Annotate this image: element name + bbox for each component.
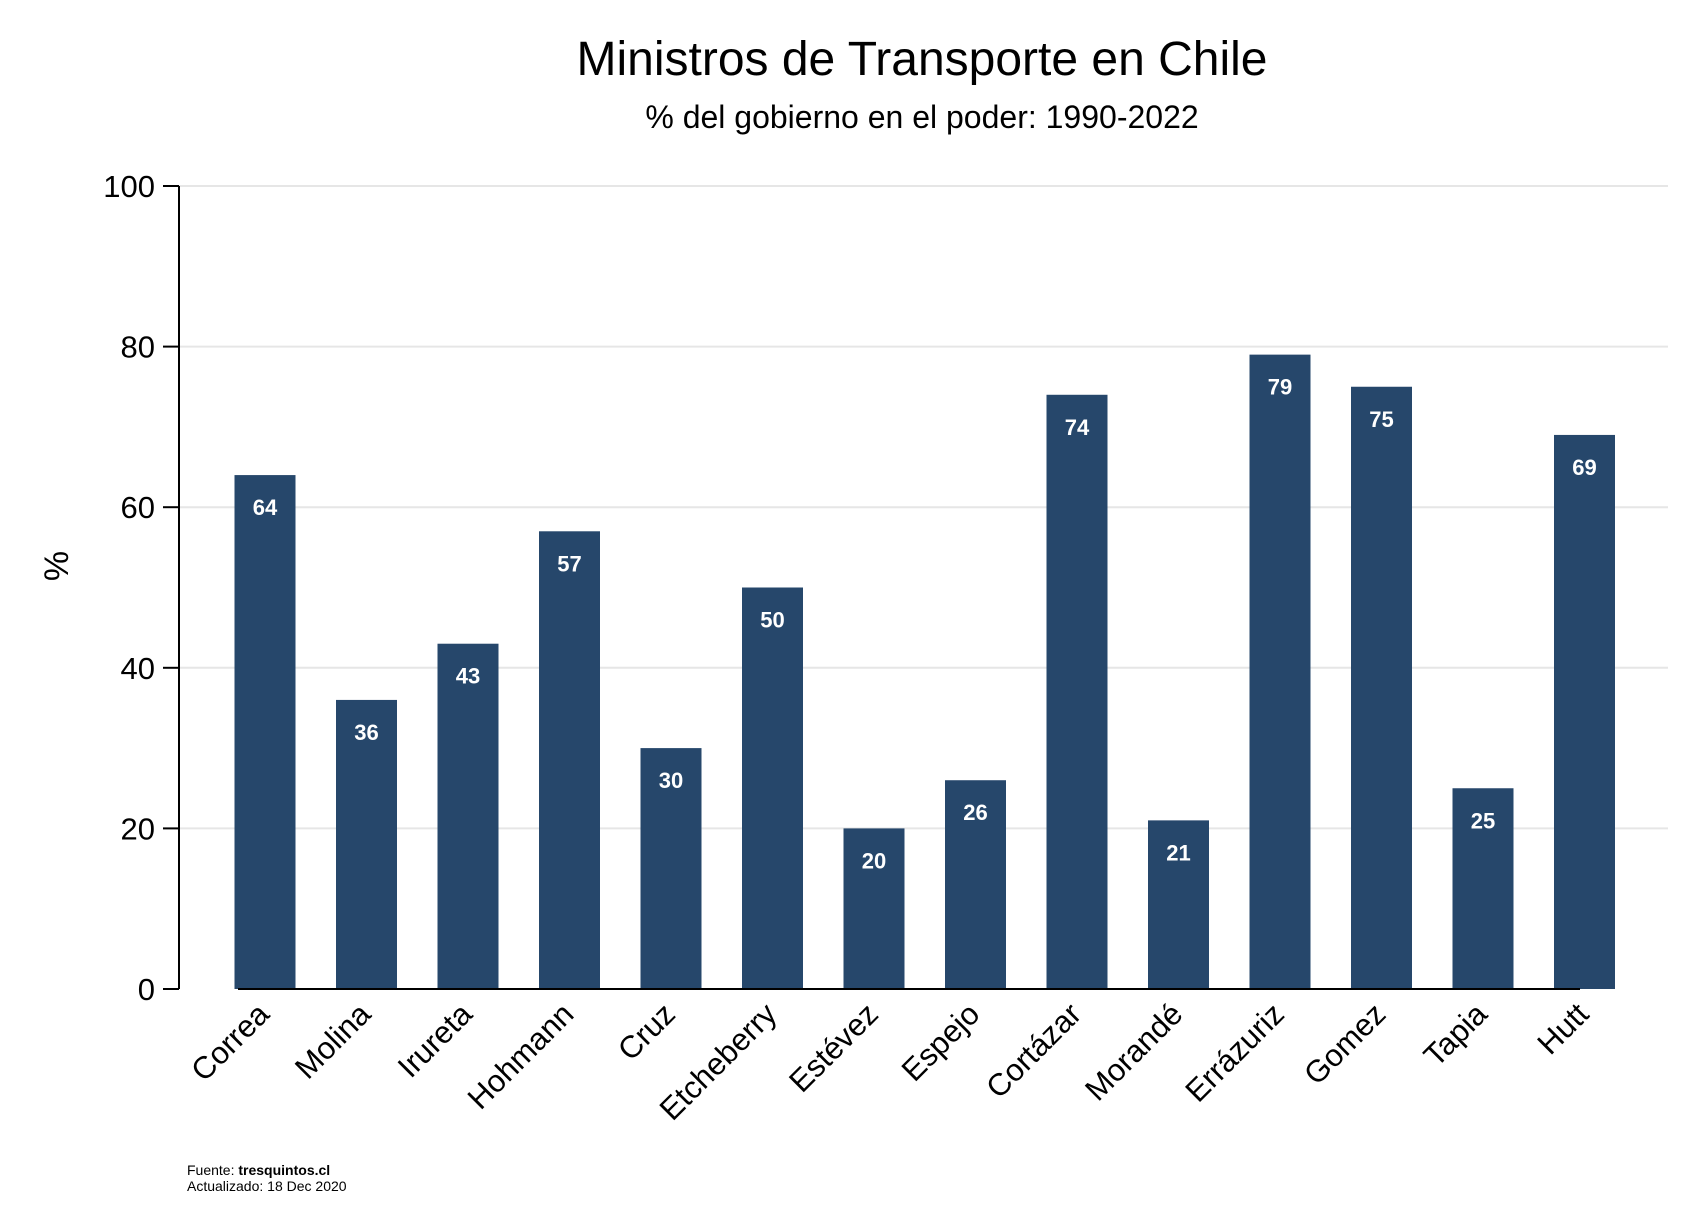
x-tick-label: Hutt [1530, 996, 1595, 1061]
data-label: 20 [862, 848, 886, 873]
x-tick-label: Gomez [1297, 996, 1392, 1091]
bar [1554, 434, 1615, 989]
bar [234, 475, 296, 990]
bar [539, 531, 600, 989]
data-labels: 64 36 43 57 30 50 20 26 74 21 79 75 25 69 [253, 375, 1597, 874]
data-label: 43 [456, 664, 480, 689]
bar [1148, 820, 1209, 989]
x-tick-label: Cortázar [979, 996, 1088, 1105]
bar [336, 699, 397, 989]
y-tick-label: 100 [103, 169, 155, 204]
x-tick-label: Morandé [1078, 996, 1189, 1107]
bar [1249, 354, 1311, 989]
updated-note: Actualizado: 18 Dec 2020 [187, 1178, 347, 1194]
data-label: 75 [1369, 407, 1393, 432]
y-tick-label: 80 [121, 330, 155, 365]
x-tick-label: Cruz [611, 996, 682, 1067]
bar [640, 748, 702, 989]
x-tick-label: Errázuriz [1179, 996, 1291, 1108]
bar [742, 587, 803, 989]
data-label: 25 [1471, 808, 1495, 833]
x-tick-label: Irureta [391, 996, 480, 1085]
bar [945, 780, 1006, 989]
source-note: Fuente: tresquintos.cl [187, 1163, 330, 1178]
data-label: 36 [354, 720, 378, 745]
chart-subtitle: % del gobierno en el poder: 1990-2022 [645, 99, 1198, 135]
data-label: 30 [659, 768, 683, 793]
x-tick-label: Estévez [782, 996, 885, 1099]
y-tick-label: 40 [121, 651, 155, 686]
source-label: Fuente: [187, 1162, 239, 1178]
data-label: 57 [557, 551, 581, 576]
y-tick-label: 0 [138, 972, 155, 1007]
data-label: 64 [253, 495, 278, 520]
data-label: 21 [1166, 840, 1190, 865]
y-ticks: 0 20 40 60 80 100 [103, 169, 179, 1007]
data-label: 26 [963, 800, 987, 825]
bar [1351, 386, 1412, 989]
grid-lines [179, 185, 1668, 830]
bar [843, 828, 905, 989]
axes [178, 186, 1580, 990]
data-label: 74 [1065, 415, 1090, 440]
source-link[interactable]: tresquintos.cl [238, 1162, 331, 1178]
x-tick-label: Espejo [895, 996, 987, 1088]
y-tick-label: 20 [121, 811, 155, 846]
y-axis-label: % [38, 551, 76, 581]
bar [437, 643, 499, 989]
bar [1046, 394, 1108, 989]
bar [1452, 788, 1514, 989]
data-label: 69 [1572, 455, 1596, 480]
bars [234, 354, 1615, 990]
data-label: 79 [1268, 375, 1292, 400]
x-tick-label: Hohmann [461, 996, 581, 1116]
data-label: 50 [760, 608, 784, 633]
y-tick-label: 60 [121, 490, 155, 525]
chart-title: Ministros de Transporte en Chile [577, 33, 1268, 86]
x-tick-label: Correa [184, 996, 276, 1088]
x-tick-label: Molina [288, 996, 378, 1086]
x-tick-label: Tapia [1417, 996, 1495, 1074]
